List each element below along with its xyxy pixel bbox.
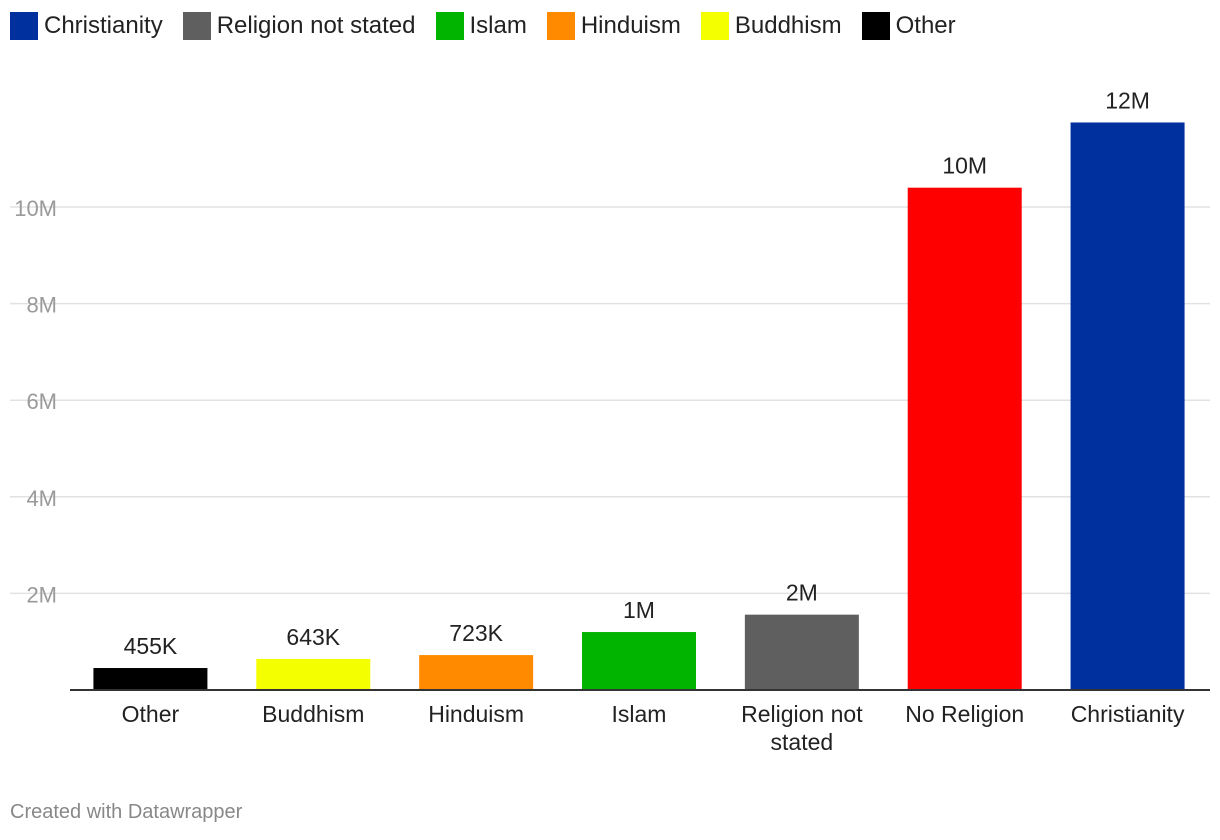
bar-value-label: 10M	[942, 153, 987, 179]
legend-item: Islam	[435, 12, 527, 40]
legend-label: Christianity	[44, 12, 163, 39]
legend-label: Islam	[469, 12, 527, 39]
y-tick-label: 6M	[26, 389, 57, 414]
credit-footer: Created with Datawrapper	[10, 801, 243, 823]
legend-swatch	[700, 12, 729, 40]
x-tick-label: Hinduism	[428, 701, 524, 727]
legend-swatch	[435, 12, 464, 40]
legend-item: Hinduism	[546, 12, 681, 40]
y-tick-label: 4M	[26, 486, 57, 511]
legend-item: Religion not stated	[182, 12, 416, 40]
legend-swatch	[10, 12, 38, 40]
bar-value-label: 643K	[286, 624, 340, 650]
bar	[256, 658, 371, 690]
bar	[907, 187, 1022, 690]
bar	[582, 632, 696, 690]
legend-swatch	[861, 12, 890, 40]
legend-swatch	[546, 12, 575, 40]
legend-swatch	[182, 12, 211, 40]
y-tick-label: 2M	[26, 582, 57, 607]
chart-legend: Christianity Religion not stated Islam Hind…	[10, 12, 976, 40]
x-tick-label: Christianity	[1071, 701, 1185, 727]
bar-value-label: 723K	[449, 620, 503, 646]
bar-value-label: 2M	[786, 580, 818, 606]
legend-label: Religion not stated	[216, 12, 416, 39]
legend-item: Christianity	[10, 12, 163, 40]
bar-value-label: 455K	[124, 633, 178, 659]
legend-label: Hinduism	[580, 12, 681, 39]
x-tick-label: Islam	[612, 701, 667, 727]
legend-item: Other	[861, 12, 956, 40]
x-tick-label: Religion not	[741, 701, 863, 727]
y-tick-label: 8M	[26, 293, 57, 318]
x-tick-label: stated	[771, 729, 834, 755]
bar	[744, 614, 859, 690]
bar-value-label: 12M	[1105, 87, 1150, 113]
bar-value-label: 1M	[623, 597, 655, 623]
x-tick-label: No Religion	[905, 701, 1024, 727]
bar	[1070, 122, 1185, 691]
legend-label: Other	[895, 12, 956, 39]
legend-item: Buddhism	[700, 12, 842, 40]
bar	[419, 655, 534, 690]
bar	[93, 668, 208, 690]
y-tick-label: 10M	[14, 196, 57, 221]
x-tick-label: Other	[122, 701, 180, 727]
x-tick-label: Buddhism	[262, 701, 364, 727]
legend-label: Buddhism	[734, 12, 842, 39]
